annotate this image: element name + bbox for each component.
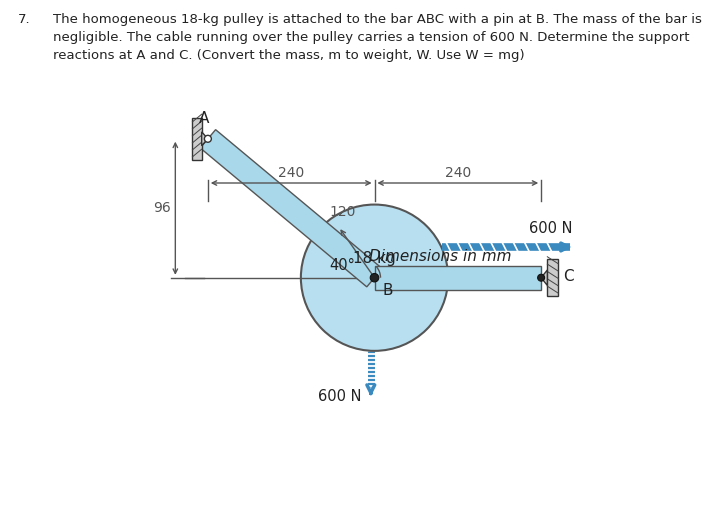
Bar — [192, 117, 201, 160]
Text: Dimensions in mm: Dimensions in mm — [369, 249, 512, 264]
Circle shape — [301, 204, 448, 351]
Text: A: A — [199, 111, 209, 126]
Circle shape — [370, 274, 379, 282]
Polygon shape — [200, 129, 382, 287]
Text: 240: 240 — [444, 166, 471, 180]
Text: B: B — [383, 283, 392, 298]
Text: 240: 240 — [278, 166, 304, 180]
Text: 40°: 40° — [329, 258, 355, 273]
Text: 120: 120 — [329, 205, 356, 219]
Text: 18 kg: 18 kg — [353, 251, 396, 266]
Text: 96: 96 — [153, 201, 171, 215]
Text: 600 N: 600 N — [318, 389, 362, 404]
Polygon shape — [541, 270, 548, 286]
Polygon shape — [201, 132, 208, 146]
Circle shape — [204, 135, 211, 142]
Bar — [548, 259, 558, 296]
Text: 600 N: 600 N — [529, 221, 572, 236]
Text: 7.: 7. — [18, 13, 30, 26]
Circle shape — [538, 274, 545, 281]
Text: C: C — [563, 269, 574, 283]
Polygon shape — [374, 266, 541, 290]
Text: The homogeneous 18-kg pulley is attached to the bar ABC with a pin at B. The mas: The homogeneous 18-kg pulley is attached… — [53, 13, 701, 62]
